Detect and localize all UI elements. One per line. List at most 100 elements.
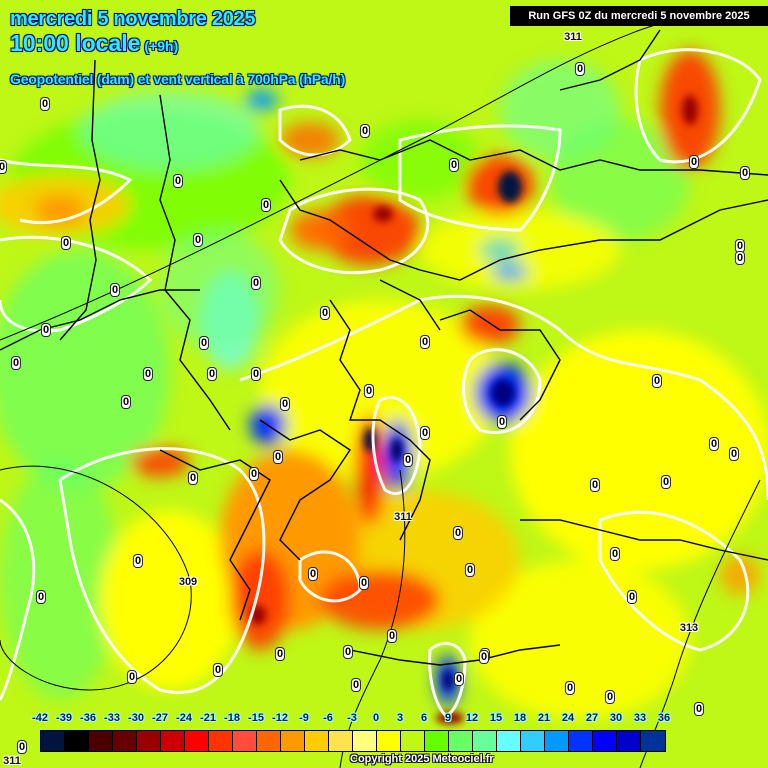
zero-contour-label: 0 [40,98,50,110]
colorbar-tick: 18 [513,712,527,724]
colorbar-swatch [449,731,473,751]
copyright: Copyright 2025 Meteociel.fr [350,753,494,765]
zero-contour-label: 0 [465,564,475,576]
colorbar-tick: -36 [80,712,96,724]
colorbar-tick: -27 [152,712,168,724]
zero-contour-label: 0 [575,63,585,75]
colorbar-tick: -30 [128,712,144,724]
coastlines [0,29,768,666]
zero-contour-label: 0 [207,368,217,380]
zero-contour-label: 0 [565,682,575,694]
zero-contour-label: 0 [359,577,369,589]
colorbar-tick: -42 [32,712,48,724]
zero-contour-label: 0 [213,664,223,676]
colorbar-tick: 15 [489,712,503,724]
colorbar-tick: -6 [323,712,333,724]
zero-contour-label: 0 [61,237,71,249]
zero-contour-label: 0 [729,448,739,460]
zero-contour-label: 0 [590,479,600,491]
colorbar-tick: -24 [176,712,192,724]
zero-contour-label: 0 [36,591,46,603]
colorbar-swatch [497,731,521,751]
colorbar-swatch [593,731,617,751]
colorbar-swatch [65,731,89,751]
colorbar-swatch [233,731,257,751]
zero-contour-label: 0 [694,703,704,715]
geopotential-label: 311 [3,755,21,767]
zero-contour-label: 0 [251,368,261,380]
colorbar-tick: -9 [299,712,309,724]
zero-contour-label: 0 [652,375,662,387]
colorbar-tick: 12 [465,712,479,724]
forecast-time: 10:00 locale (+9h) [10,30,178,57]
run-info: Run GFS 0Z du mercredi 5 novembre 2025 [510,6,768,26]
colorbar-swatch [377,731,401,751]
colorbar-swatch [329,731,353,751]
zero-contour-label: 0 [275,648,285,660]
colorbar-swatch [305,731,329,751]
colorbar-swatch [473,731,497,751]
zero-contour-label: 0 [453,527,463,539]
zero-contour-label: 0 [479,651,489,663]
field-layer [0,50,768,720]
colorbar-tick: 21 [537,712,551,724]
colorbar-tick: 33 [633,712,647,724]
forecast-offset: (+9h) [144,38,179,54]
colorbar-swatch [137,731,161,751]
parameter-title: Geopotentiel (dam) et vent vertical à 70… [10,71,346,87]
geopotential-label: 309 [178,576,198,588]
zero-contour-label: 0 [127,671,137,683]
colorbar-tick: 36 [657,712,671,724]
zero-contour-label: 0 [343,646,353,658]
zero-contour-label: 0 [661,476,671,488]
colorbar-swatch [521,731,545,751]
zero-contour-label: 0 [610,548,620,560]
zero-contour-label: 0 [11,357,21,369]
zero-contour-label: 0 [173,175,183,187]
zero-contour-label: 0 [0,161,7,173]
zero-contour-label: 0 [249,468,259,480]
colorbar-tick: 0 [372,712,380,724]
geopotential-label: 311 [564,31,582,43]
zero-contour-label: 0 [110,284,120,296]
colorbar-swatch [569,731,593,751]
colorbar-swatch [425,731,449,751]
colorbar-tick: 24 [561,712,575,724]
zero-contour-label: 0 [360,125,370,137]
colorbar-tick: -15 [248,712,264,724]
colorbar-tick: 3 [396,712,404,724]
zero-contour-label: 0 [133,555,143,567]
core-layer [250,95,698,724]
zero-contour-label: 0 [280,398,290,410]
zero-contour-label: 0 [199,337,209,349]
zero-contour-label: 0 [251,277,261,289]
zero-contour-label: 0 [449,159,459,171]
colorbar-tick: 30 [609,712,623,724]
colorbar-swatch [257,731,281,751]
colorbar-tick: -18 [224,712,240,724]
zero-contour-label: 0 [320,307,330,319]
zero-contour-label: 0 [497,416,507,428]
colorbar-tick: 6 [420,712,428,724]
forecast-time-label: 10:00 locale [10,30,141,56]
zero-contours [0,48,768,717]
colorbar-swatch [641,731,665,751]
colorbar-tick: -33 [104,712,120,724]
colorbar [40,730,666,752]
zero-contour-label: 0 [188,472,198,484]
zero-contour-label: 0 [709,438,719,450]
colorbar-tick: -39 [56,712,72,724]
zero-contour-label: 0 [454,673,464,685]
colorbar-tick: 27 [585,712,599,724]
zero-contour-label: 0 [735,252,745,264]
zero-contour-label: 0 [41,324,51,336]
zero-contour-label: 0 [273,451,283,463]
colorbar-tick: -12 [272,712,288,724]
zero-contour-label: 0 [308,568,318,580]
colorbar-swatch [353,731,377,751]
zero-contour-label: 0 [387,630,397,642]
colorbar-swatch [281,731,305,751]
geopotential-label: 313 [679,622,699,634]
colorbar-swatch [161,731,185,751]
